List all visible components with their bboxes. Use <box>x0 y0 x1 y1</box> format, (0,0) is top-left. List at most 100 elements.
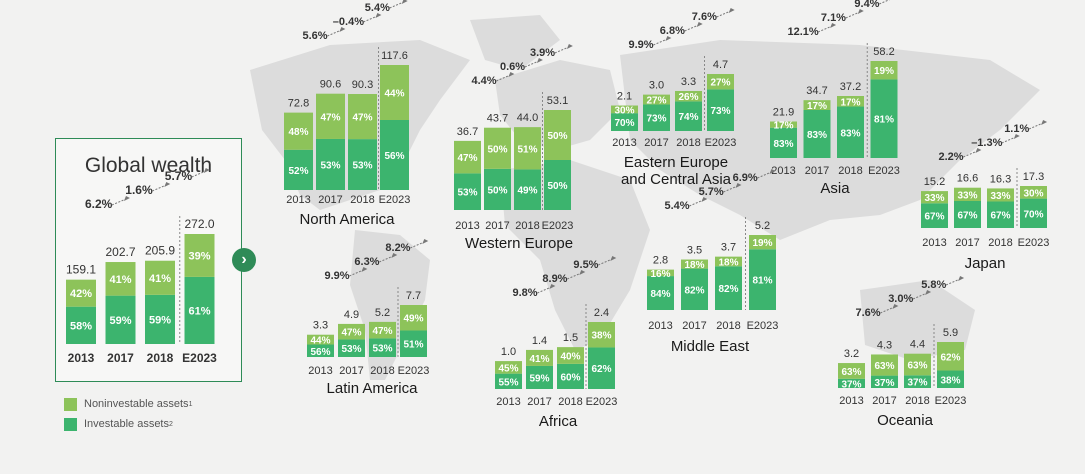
bar-noninvestable <box>838 363 865 379</box>
bar-investable <box>871 375 898 388</box>
year-tick-label: E2023 <box>1018 237 1050 249</box>
growth-arrow <box>191 170 206 178</box>
total-value-label: 2.1 <box>617 91 632 103</box>
growth-arrowhead <box>1041 120 1048 125</box>
investable-share-label: 51% <box>403 340 423 351</box>
bar-noninvestable <box>837 96 864 107</box>
region-title: Asia <box>820 180 850 197</box>
growth-arrow <box>379 255 394 263</box>
growth-arrowhead <box>123 196 130 201</box>
growth-arrowhead <box>769 169 776 174</box>
investable-share-label: 53% <box>372 344 392 355</box>
greenland-landmass <box>470 15 560 70</box>
year-tick-label: 2013 <box>612 137 636 149</box>
growth-rate-label: 7.6% <box>856 307 881 319</box>
total-value-label: 1.4 <box>532 335 547 347</box>
growth-rate-label: 9.8% <box>513 287 538 299</box>
bar-investable <box>454 173 481 210</box>
legend-noninvestable-footnote: 1 <box>188 400 193 408</box>
bar-investable <box>400 330 427 357</box>
investable-share-label: 84% <box>650 289 670 300</box>
growth-arrowhead <box>391 253 398 258</box>
growth-arrow <box>496 74 511 82</box>
total-value-label: 3.5 <box>687 245 702 257</box>
bar-noninvestable <box>380 65 409 120</box>
growth-rate-label: 9.9% <box>629 39 654 51</box>
year-tick-label: E2023 <box>935 395 967 407</box>
total-value-label: 5.9 <box>943 327 958 339</box>
noninvestable-share-label: 48% <box>288 127 308 138</box>
noninvestable-share-label: 41% <box>149 273 171 285</box>
growth-arrowhead <box>925 290 932 295</box>
growth-arrowhead <box>422 239 429 244</box>
bar-investable <box>484 168 511 210</box>
growth-arrowhead <box>735 183 742 188</box>
total-value-label: 7.7 <box>406 290 421 302</box>
year-tick-label: 2017 <box>955 237 979 249</box>
investable-share-label: 70% <box>1023 209 1043 220</box>
growth-arrow <box>880 306 895 314</box>
region-title: Africa <box>539 413 578 430</box>
bar-noninvestable <box>611 105 638 114</box>
total-value-label: 3.7 <box>721 242 736 254</box>
growth-arrowhead <box>958 276 965 281</box>
bar-investable <box>588 347 615 389</box>
growth-arrow <box>152 184 167 192</box>
bar-investable <box>954 200 981 228</box>
year-tick-label: 2017 <box>339 365 363 377</box>
bar-investable <box>495 373 522 389</box>
bar-investable <box>611 113 638 131</box>
bar-investable <box>707 89 734 131</box>
bar-noninvestable <box>904 353 931 376</box>
bar-noninvestable <box>1020 186 1047 199</box>
investable-share-label: 67% <box>924 212 944 223</box>
bar-noninvestable <box>954 187 981 201</box>
bar-investable <box>838 378 865 388</box>
growth-rate-label: 4.4% <box>472 75 497 87</box>
growth-arrow <box>1028 122 1044 130</box>
growth-arrow <box>684 24 699 32</box>
total-value-label: 4.3 <box>877 339 892 351</box>
noninvestable-share-label: 19% <box>752 238 772 249</box>
growth-rate-label: 5.4% <box>665 200 690 212</box>
bar-investable <box>1020 198 1047 228</box>
growth-rate-label: 1.1% <box>1004 123 1029 135</box>
growth-arrowhead <box>164 182 171 187</box>
investable-share-label: 55% <box>498 377 518 388</box>
investable-share-label: 83% <box>840 128 860 139</box>
growth-arrowhead <box>892 304 899 309</box>
investable-share-label: 53% <box>457 188 477 199</box>
next-arrow-button[interactable]: › <box>232 248 256 272</box>
growth-rate-label: 3.9% <box>530 47 555 59</box>
total-value-label: 16.3 <box>990 173 1011 185</box>
investable-share-label: 73% <box>710 106 730 117</box>
growth-arrow <box>349 269 364 277</box>
investable-share-label: 50% <box>487 185 507 196</box>
investable-share-label: 62% <box>591 364 611 375</box>
bar-noninvestable <box>707 74 734 90</box>
year-tick-label: 2017 <box>644 137 668 149</box>
growth-rate-label: 5.6% <box>303 30 328 42</box>
bar-noninvestable <box>647 269 674 277</box>
bar-investable <box>803 109 831 158</box>
growth-arrow <box>716 10 731 18</box>
bar-noninvestable <box>307 334 334 345</box>
bar-noninvestable <box>495 361 522 374</box>
growth-arrowhead <box>728 8 735 13</box>
noninvestable-share-label: 41% <box>109 274 131 286</box>
investable-share-label: 67% <box>957 210 977 221</box>
year-tick-label: 2013 <box>648 320 672 332</box>
growth-rate-label: 0.6% <box>500 61 525 73</box>
bar-noninvestable <box>937 342 964 371</box>
growth-arrowhead <box>701 197 708 202</box>
noninvestable-share-label: 47% <box>320 112 340 123</box>
growth-rate-label: 1.6% <box>125 183 153 197</box>
total-value-label: 5.2 <box>375 307 390 319</box>
growth-arrow <box>689 199 704 207</box>
growth-rate-label: 3.0% <box>888 293 913 305</box>
investable-share-label: 59% <box>149 314 171 326</box>
year-tick-label: 2018 <box>905 395 929 407</box>
growth-rate-label: 9.9% <box>325 270 350 282</box>
global-wealth-title: Global wealth <box>84 154 213 177</box>
